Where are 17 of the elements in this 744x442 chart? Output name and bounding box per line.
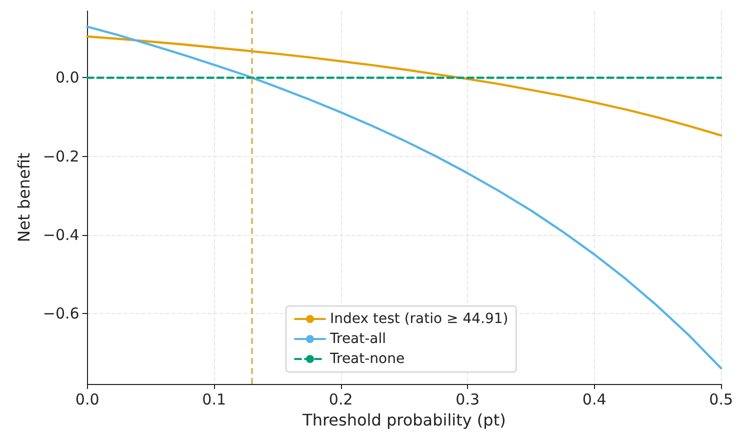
y-tick-label: 0.0 xyxy=(55,68,80,87)
y-tick-label: −0.2 xyxy=(42,147,80,166)
x-tick-label: 0.2 xyxy=(328,390,353,408)
legend-label: Index test (ratio ≥ 44.91) xyxy=(330,311,508,327)
legend-label: Treat-none xyxy=(329,351,405,367)
y-tick-label: −0.6 xyxy=(42,304,80,322)
x-tick-label: 0.3 xyxy=(456,390,480,408)
x-tick-label: 0.0 xyxy=(75,390,100,408)
x-tick-label: 0.1 xyxy=(202,390,226,408)
legend-label: Treat-all xyxy=(329,331,386,347)
line-series xyxy=(86,26,722,370)
x-tick-label: 0.5 xyxy=(709,390,733,408)
x-tick-label: 0.4 xyxy=(582,390,606,408)
y-tick-label: −0.4 xyxy=(42,226,80,244)
x-axis-title: Threshold probability (pt) xyxy=(302,410,506,430)
y-axis-title: Net benefit xyxy=(14,152,34,242)
line-series xyxy=(86,35,722,137)
